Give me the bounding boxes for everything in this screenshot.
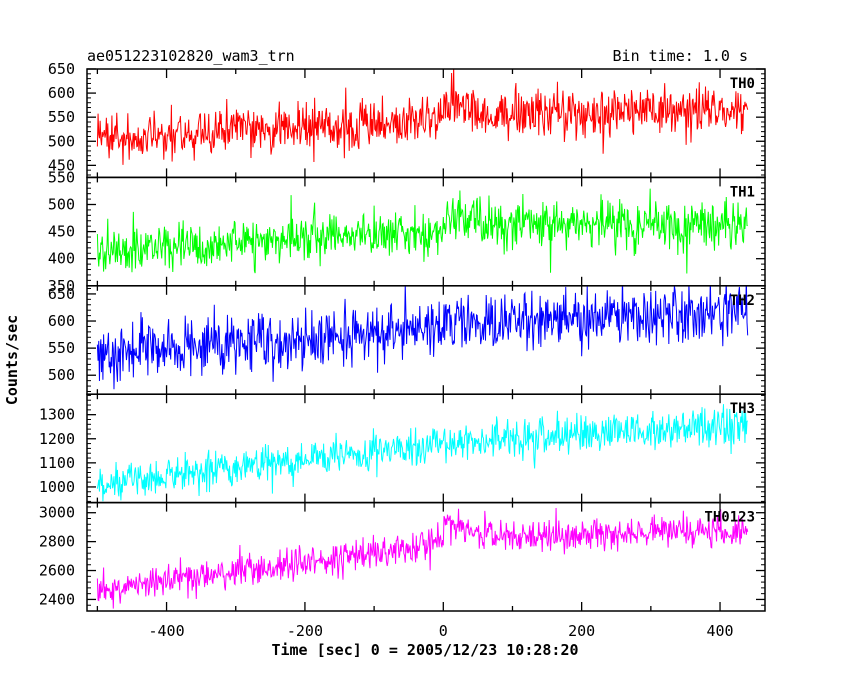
y-tick-label-th0: 550 bbox=[48, 108, 75, 126]
x-tick-label: -400 bbox=[148, 622, 184, 640]
x-tick-label: -200 bbox=[287, 622, 323, 640]
panel-label-th3: TH3 bbox=[730, 401, 755, 417]
y-tick-label-th0123: 2600 bbox=[39, 562, 75, 580]
series-line-th0123 bbox=[96, 507, 749, 609]
panel-label-th0: TH0 bbox=[730, 76, 755, 92]
bin-time-label: Bin time: 1.0 s bbox=[613, 47, 748, 65]
panel-label-th2: TH2 bbox=[730, 293, 755, 309]
panel-label-th1: TH1 bbox=[730, 184, 755, 200]
y-tick-label-th0123: 3000 bbox=[39, 504, 75, 522]
y-tick-label-th3: 1300 bbox=[39, 406, 75, 424]
x-axis: -400 -200 0 200 400 bbox=[148, 622, 733, 640]
panel-th3: 1000 1100 1200 1300 TH3 bbox=[39, 393, 766, 504]
y-tick-label-th2: 650 bbox=[48, 285, 75, 303]
x-tick-label: 0 bbox=[439, 622, 448, 640]
y-tick-label-th2: 500 bbox=[48, 366, 75, 384]
panels-group: 450500550600650TH0350400450500550TH15005… bbox=[39, 60, 766, 612]
y-tick-label-th0: 450 bbox=[48, 156, 75, 174]
x-tick-label: 400 bbox=[706, 622, 733, 640]
panel-th1: 350 400 450 500 550 TH1 bbox=[48, 168, 766, 295]
panel-th0123: 2400 2600 2800 3000 TH0123 bbox=[39, 501, 766, 612]
panel-frame-th0123 bbox=[86, 501, 766, 612]
y-tick-label-th0123: 2400 bbox=[39, 590, 75, 608]
y-tick-label-th2: 550 bbox=[48, 339, 75, 357]
y-tick-label-th0: 600 bbox=[48, 84, 75, 102]
y-tick-label-th0: 650 bbox=[48, 60, 75, 78]
y-tick-label-th3: 1100 bbox=[39, 454, 75, 472]
y-tick-label-th2: 600 bbox=[48, 312, 75, 330]
panel-label-th0123: TH0123 bbox=[704, 510, 755, 526]
y-tick-label-th0: 500 bbox=[48, 132, 75, 150]
series-line-th1 bbox=[96, 188, 748, 274]
y-tick-label-th1: 500 bbox=[48, 196, 75, 214]
y-tick-label-th1: 550 bbox=[48, 168, 75, 186]
y-tick-label-th1: 450 bbox=[48, 223, 75, 241]
panel-th0: 450 500 550 600 650 TH0 bbox=[48, 60, 766, 179]
series-line-th2 bbox=[96, 285, 749, 390]
y-axis-label: Counts/sec bbox=[3, 315, 21, 405]
y-tick-label-th0123: 2800 bbox=[39, 533, 75, 551]
y-tick-label-th3: 1200 bbox=[39, 430, 75, 448]
panel-th2: 500 550 600 650 TH2 bbox=[48, 285, 766, 395]
y-tick-label-th1: 350 bbox=[48, 277, 75, 295]
x-axis-label: Time [sec] 0 = 2005/12/23 10:28:20 bbox=[271, 641, 578, 659]
y-tick-label-th3: 1000 bbox=[39, 478, 75, 496]
series-line-th3 bbox=[96, 404, 748, 502]
series-line-th0 bbox=[96, 69, 749, 165]
chart-title: ae051223102820_wam3_trn bbox=[87, 47, 295, 65]
y-tick-label-th1: 400 bbox=[48, 250, 75, 268]
x-tick-label: 200 bbox=[568, 622, 595, 640]
